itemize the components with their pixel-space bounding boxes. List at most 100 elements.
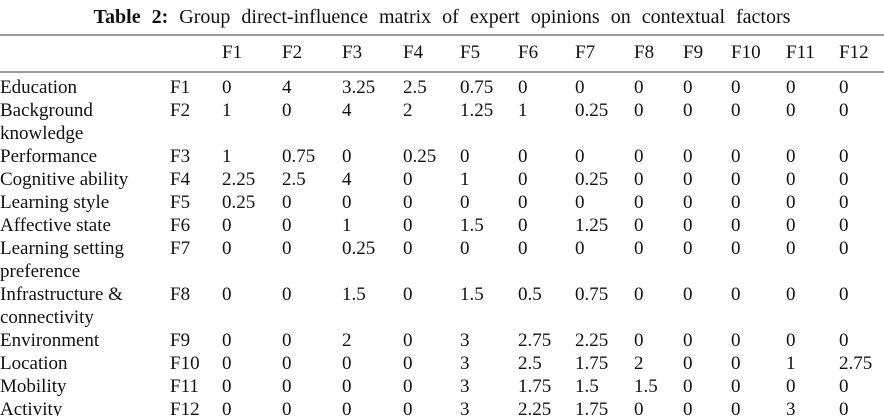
table-row: Environment F9 0 0 2 0 3 2.75 2.25 0 0 0 0 0 <box>0 329 884 352</box>
value-cell: 0 <box>786 146 796 167</box>
value-cell: 2 <box>634 353 644 374</box>
value-cell: 0 <box>403 238 413 259</box>
table-row: Mobility F11 0 0 0 0 3 1.75 1.5 1.5 0 0 0 0 <box>0 375 884 398</box>
value-cell: 0 <box>731 399 741 416</box>
value-cell: 1 <box>460 169 470 190</box>
value-cell: 0.25 <box>575 100 609 121</box>
value-cell: 0 <box>683 284 693 305</box>
value-cell: 0 <box>403 192 413 213</box>
value-cell: 0 <box>282 238 292 259</box>
value-cell: 0 <box>518 77 528 98</box>
column-header-f7: F7 <box>575 42 596 63</box>
value-cell: 0 <box>731 146 741 167</box>
value-cell: 1.75 <box>575 353 609 374</box>
value-cell: 0 <box>460 238 470 259</box>
factor-code-cell: F5 <box>170 192 191 213</box>
value-cell: 0 <box>786 100 796 121</box>
column-header-f11: F11 <box>786 42 815 63</box>
value-cell: 1 <box>222 100 232 121</box>
table-caption-text: Group direct-influence matrix of expert … <box>179 6 791 28</box>
value-cell: 0 <box>222 77 232 98</box>
value-cell: 0 <box>518 215 528 236</box>
value-cell: 0 <box>342 192 352 213</box>
table-row: Learning style F5 0.25 0 0 0 0 0 0 0 0 0 0 0 <box>0 191 884 214</box>
value-cell: 3 <box>460 399 470 416</box>
value-cell: 0 <box>683 353 693 374</box>
value-cell: 0.25 <box>222 192 256 213</box>
value-cell: 0 <box>786 284 796 305</box>
value-cell: 0 <box>683 100 693 121</box>
value-cell: 0 <box>683 330 693 351</box>
value-cell: 0 <box>731 284 741 305</box>
value-cell: 0 <box>403 353 413 374</box>
value-cell: 1 <box>786 353 796 374</box>
value-cell: 0 <box>575 77 585 98</box>
value-cell: 2.75 <box>839 353 873 374</box>
value-cell: 0 <box>839 192 849 213</box>
value-cell: 0 <box>342 353 352 374</box>
table-row: Affective state F6 0 0 1 0 1.5 0 1.25 0 0 0 0 0 <box>0 214 884 237</box>
value-cell: 0 <box>222 330 232 351</box>
value-cell: 2.25 <box>518 399 552 416</box>
table-header: F1 F2 F3 F4 F5 F6 F7 F8 F9 F10 F11 F12 <box>0 35 884 72</box>
value-cell: 0 <box>282 192 292 213</box>
factor-name-cell: Cognitive ability <box>0 169 129 190</box>
value-cell: 0 <box>839 330 849 351</box>
column-header-f2: F2 <box>282 42 303 63</box>
value-cell: 0 <box>839 77 849 98</box>
value-cell: 0 <box>518 192 528 213</box>
value-cell: 0 <box>839 376 849 397</box>
value-cell: 1 <box>222 146 232 167</box>
value-cell: 0 <box>403 284 413 305</box>
factor-code-cell: F2 <box>170 100 191 121</box>
value-cell: 3 <box>460 353 470 374</box>
value-cell: 0 <box>683 238 693 259</box>
value-cell: 0 <box>731 330 741 351</box>
value-cell: 0 <box>731 238 741 259</box>
factor-name-cell: Activity <box>0 399 63 416</box>
value-cell: 0 <box>222 284 232 305</box>
column-header-f10: F10 <box>731 42 761 63</box>
value-cell: 0 <box>575 192 585 213</box>
value-cell: 0.75 <box>460 77 494 98</box>
value-cell: 0 <box>403 169 413 190</box>
value-cell: 0 <box>518 238 528 259</box>
column-header-f8: F8 <box>634 42 655 63</box>
table-header-row: F1 F2 F3 F4 F5 F6 F7 F8 F9 F10 F11 F12 <box>0 35 884 72</box>
value-cell: 0 <box>518 146 528 167</box>
value-cell: 0 <box>222 376 232 397</box>
table-row: Background knowledge F2 1 0 4 2 1.25 1 0.25 0 0 0 0 0 <box>0 99 884 145</box>
value-cell: 0 <box>786 215 796 236</box>
value-cell: 0 <box>683 215 693 236</box>
value-cell: 4 <box>342 100 352 121</box>
value-cell: 0 <box>839 100 849 121</box>
column-header-f12: F12 <box>839 42 869 63</box>
value-cell: 0 <box>731 215 741 236</box>
factor-code-cell: F1 <box>170 77 191 98</box>
influence-matrix-table: F1 F2 F3 F4 F5 F6 F7 F8 F9 F10 F11 F12 Education F1 0… <box>0 34 884 416</box>
value-cell: 2.5 <box>403 77 427 98</box>
value-cell: 0.75 <box>575 284 609 305</box>
value-cell: 1.5 <box>460 284 484 305</box>
value-cell: 0 <box>342 376 352 397</box>
table-body: Education F1 0 4 3.25 2.5 0.75 0 0 0 0 0 0 0 Backgroun… <box>0 72 884 416</box>
value-cell: 0 <box>786 238 796 259</box>
value-cell: 1.5 <box>342 284 366 305</box>
value-cell: 0 <box>403 330 413 351</box>
table-caption: Table 2: Group direct-influence matrix o… <box>0 0 884 30</box>
factor-name-cell: Affective state <box>0 215 111 236</box>
factor-code-cell: F4 <box>170 169 191 190</box>
value-cell: 3 <box>460 376 470 397</box>
factor-name-cell: Location <box>0 353 68 374</box>
value-cell: 4 <box>342 169 352 190</box>
value-cell: 0 <box>683 399 693 416</box>
value-cell: 0 <box>342 146 352 167</box>
factor-name-cell: Mobility <box>0 376 67 397</box>
value-cell: 0 <box>786 330 796 351</box>
value-cell: 2.5 <box>518 353 542 374</box>
factor-code-cell: F9 <box>170 330 191 351</box>
value-cell: 0 <box>634 77 644 98</box>
value-cell: 1 <box>342 215 352 236</box>
value-cell: 0 <box>683 376 693 397</box>
factor-name-cell: Performance <box>0 146 98 167</box>
